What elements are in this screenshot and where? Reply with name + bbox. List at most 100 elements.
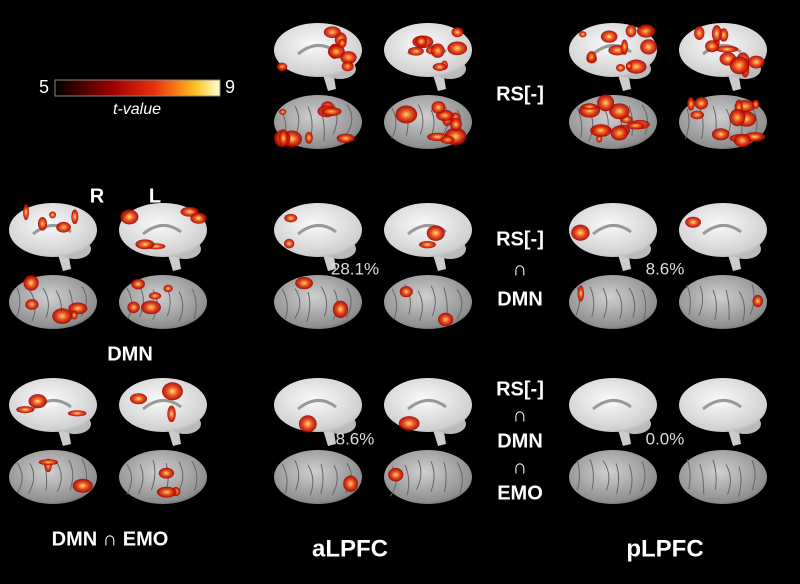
sulcus	[712, 289, 717, 321]
corpus-callosum	[297, 224, 337, 236]
brain	[274, 95, 362, 149]
activation	[415, 35, 428, 47]
colorbar	[54, 79, 221, 97]
corpus-callosum	[142, 224, 182, 236]
activation	[163, 284, 173, 293]
sulcus	[281, 288, 288, 320]
activation	[343, 475, 358, 492]
corpus-callosum	[702, 399, 742, 411]
activation	[338, 38, 347, 49]
cortex	[384, 378, 472, 432]
activation	[610, 125, 628, 141]
activation	[162, 382, 183, 401]
cortex	[9, 203, 97, 257]
sulcus	[191, 460, 198, 492]
brain	[679, 203, 767, 271]
activation	[694, 96, 709, 110]
sulcus	[16, 462, 23, 493]
overlap-label: DMN	[497, 430, 543, 452]
sulcus	[725, 289, 730, 321]
activation	[716, 45, 738, 53]
activation	[327, 44, 345, 59]
activation	[616, 64, 626, 72]
sulcus	[139, 286, 144, 318]
brain	[569, 94, 657, 149]
corpus-callosum	[142, 399, 182, 411]
activation	[395, 105, 418, 124]
sulcus	[589, 459, 594, 490]
activation	[23, 275, 39, 291]
activation	[752, 294, 764, 308]
brain	[569, 275, 657, 329]
cortex	[384, 450, 472, 504]
activation	[38, 459, 59, 466]
activation	[625, 62, 633, 70]
sulcus	[281, 463, 288, 494]
activation	[148, 292, 162, 300]
brain	[384, 203, 472, 271]
activation	[579, 31, 587, 38]
cortex	[569, 378, 657, 432]
sulcus	[307, 464, 314, 496]
activation	[67, 410, 87, 417]
activation	[752, 99, 760, 109]
activation	[283, 238, 295, 249]
sulcus	[391, 108, 397, 139]
sulcus	[576, 107, 583, 138]
activation	[432, 62, 447, 71]
percentage: 8.6%	[336, 429, 375, 448]
seed-label: aLPFC	[312, 535, 388, 562]
sulcus	[404, 464, 410, 496]
brain	[9, 378, 97, 446]
percentage: 0.0%	[646, 429, 685, 448]
brain	[274, 450, 362, 504]
brain	[679, 95, 767, 149]
brain	[9, 275, 97, 329]
overlap-label: RS[-]	[496, 378, 544, 400]
activation	[295, 277, 313, 290]
brain	[569, 378, 657, 446]
overlap-label: RS[-]	[496, 228, 544, 250]
activation	[25, 299, 39, 310]
overlap-label: ∩	[513, 258, 527, 280]
brain	[384, 275, 472, 329]
sulcus	[294, 460, 300, 491]
activation	[729, 108, 746, 127]
brain	[679, 275, 767, 329]
sulcus	[615, 463, 620, 494]
overlap-label: EMO	[497, 482, 543, 504]
activation	[450, 117, 462, 132]
cortex	[384, 275, 472, 329]
sulcus	[456, 462, 463, 493]
activation	[120, 209, 139, 225]
activation	[16, 406, 35, 414]
activation	[636, 24, 656, 38]
activation	[68, 302, 88, 315]
activation	[729, 56, 750, 75]
sulcus	[416, 459, 422, 490]
corpus-callosum	[702, 44, 742, 56]
sulcus	[55, 461, 62, 492]
activation	[447, 41, 468, 56]
brain	[119, 275, 207, 329]
activation	[340, 51, 357, 65]
activation	[52, 308, 73, 325]
cortex	[274, 378, 362, 432]
sulcus	[686, 284, 691, 315]
overlap-label: ∩	[513, 456, 527, 478]
network-label: DMN ∩ EMO	[52, 528, 169, 550]
brain	[274, 23, 362, 91]
sulcus	[430, 285, 436, 316]
activation	[167, 405, 176, 423]
activation	[131, 278, 145, 290]
activation	[279, 108, 287, 115]
activation	[37, 216, 48, 231]
activation	[687, 96, 695, 111]
activation	[430, 43, 445, 58]
cortex	[679, 203, 767, 257]
sulcus	[294, 288, 301, 319]
activation	[577, 285, 585, 302]
corpus-callosum	[407, 399, 447, 411]
activation	[600, 30, 618, 43]
